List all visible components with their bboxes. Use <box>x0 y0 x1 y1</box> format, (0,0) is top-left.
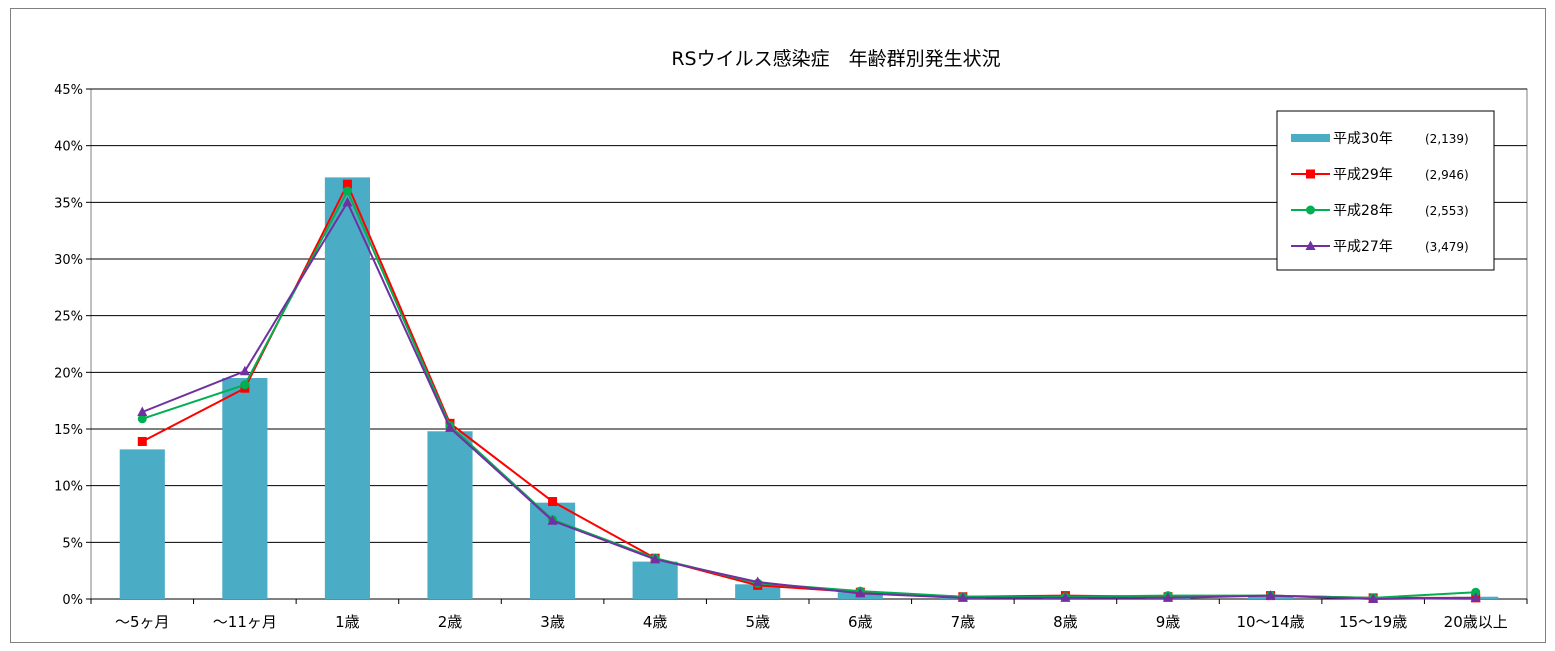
chart-svg: RSウイルス感染症 年齢群別発生状況 0% 5% 10% 15% 20% 25% 30% 35… <box>54 48 1528 631</box>
legend: 平成30年 (2,139) 平成29年 (2,946) 平成28年 (2,553) 平成27… <box>1276 110 1495 271</box>
legend-count: (3,479) <box>1425 240 1469 254</box>
x-tick-label: 15～19歳 <box>1339 613 1407 631</box>
bar <box>735 584 781 599</box>
x-tick-label: 9歳 <box>1156 613 1181 631</box>
marker-circle <box>1306 205 1315 215</box>
y-tick-label: 30% <box>54 253 83 268</box>
y-tick-label: 5% <box>62 536 83 551</box>
marker-circle <box>137 414 147 424</box>
x-tick-label: 2歳 <box>438 613 463 631</box>
marker-triangle <box>1368 593 1379 603</box>
marker-triangle <box>957 592 968 602</box>
marker-triangle <box>547 515 558 525</box>
bar <box>119 449 165 599</box>
legend-label: 平成28年 <box>1333 203 1393 219</box>
y-tick-label: 35% <box>54 196 83 211</box>
marker-triangle <box>1305 240 1316 250</box>
y-tick-label: 10% <box>54 480 83 495</box>
legend-count: (2,139) <box>1425 132 1469 146</box>
marker-triangle <box>1470 592 1481 602</box>
legend-count: (2,946) <box>1425 168 1469 182</box>
series-line <box>141 200 1476 601</box>
legend-swatch <box>1291 134 1330 142</box>
y-tick-label: 15% <box>54 423 83 438</box>
x-axis-ticks: ～5ヶ月 ～11ヶ月 1歳 2歳 3歳 4歳 5歳 6歳 7歳 8歳 9歳 10～14歳 15～19歳 2… <box>115 613 1508 631</box>
y-axis-ticks: 0% 5% 10% 15% 20% 25% 30% 35% 40% 45% <box>54 83 83 608</box>
legend-label: 平成30年 <box>1333 131 1393 147</box>
marker-square <box>548 497 558 507</box>
marker-triangle <box>1060 592 1071 602</box>
y-tick-label: 0% <box>62 593 83 608</box>
marker-square <box>1306 169 1315 179</box>
x-tick-label: 10～14歳 <box>1236 613 1304 631</box>
marker-triangle <box>1265 590 1276 600</box>
legend-count: (2,553) <box>1425 204 1469 218</box>
bar <box>427 431 473 599</box>
x-tick-label: 6歳 <box>848 613 873 631</box>
x-tick-label: 7歳 <box>951 613 976 631</box>
marker-triangle <box>650 553 661 564</box>
bar-series <box>119 177 1499 599</box>
marker-triangle <box>855 587 866 598</box>
bar <box>222 378 268 599</box>
marker-triangle <box>239 365 250 376</box>
marker-triangle <box>342 196 353 207</box>
marker-triangle <box>1163 592 1173 602</box>
y-tick-label: 20% <box>54 366 83 381</box>
chart-frame: RSウイルス感染症 年齢群別発生状況 0% 5% 10% 15% 20% 25% 30% 35… <box>10 8 1546 643</box>
x-tick-label: ～11ヶ月 <box>213 613 277 631</box>
marker-triangle <box>752 576 763 586</box>
marker-circle <box>342 186 352 196</box>
legend-label: 平成29年 <box>1333 167 1393 183</box>
line-series <box>137 179 1481 603</box>
x-tick-label: ～5ヶ月 <box>115 613 170 631</box>
x-tick-label: 1歳 <box>335 613 360 631</box>
x-tick-label: 20歳以上 <box>1444 613 1508 631</box>
y-tick-label: 45% <box>54 83 83 98</box>
marker-triangle <box>137 406 148 416</box>
bar <box>632 561 678 599</box>
marker-square <box>137 436 147 446</box>
y-tick-label: 25% <box>54 310 83 325</box>
x-tick-label: 3歳 <box>540 613 565 631</box>
marker-circle <box>240 380 250 390</box>
bar <box>324 177 370 599</box>
legend-label: 平成27年 <box>1333 239 1393 255</box>
chart-title: RSウイルス感染症 年齢群別発生状況 <box>671 48 1000 70</box>
x-tick-label: 4歳 <box>643 613 668 631</box>
marker-circle <box>1471 587 1481 597</box>
marker-square <box>342 179 352 189</box>
x-tick-label: 8歳 <box>1053 613 1078 631</box>
y-tick-label: 40% <box>54 140 83 155</box>
x-tick-label: 5歳 <box>745 613 770 631</box>
marker-triangle <box>445 422 455 432</box>
